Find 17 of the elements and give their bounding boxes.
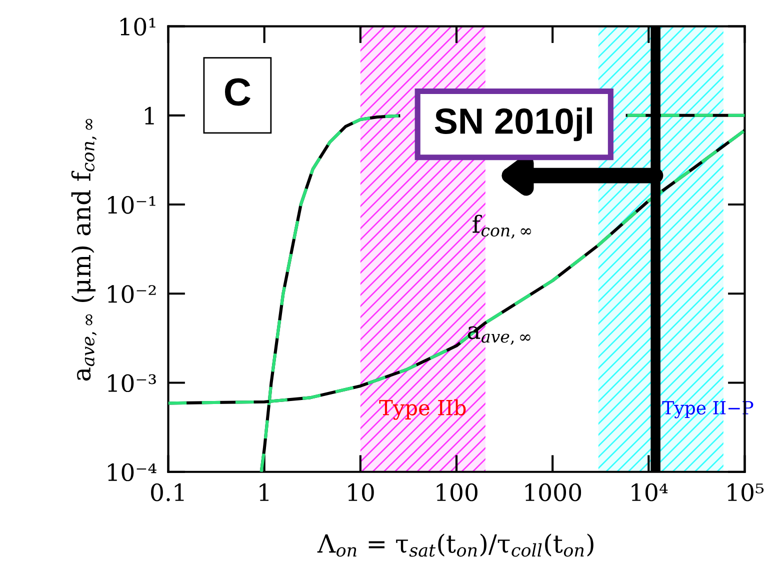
y-tick-label: 10⁻² (108, 285, 156, 303)
x-tick-label: 1000 (525, 483, 582, 502)
annotation: SN 2010jl (434, 107, 592, 142)
x-tick-label: 1 (260, 483, 268, 501)
text: Λ$_{on}$ = τ$_{sat}$(t$_{on}$)/τ$_{coll}$(t$_{on}$) (317, 534, 594, 557)
y-tick-label: 10¹ (120, 18, 156, 36)
y-tick-label: 10⁻³ (108, 374, 156, 392)
y-tick-label: 10⁻⁴ (108, 463, 156, 482)
y-axis-title: a$_{ave,∞}$ (μm) and f$_{con,∞}$ (71, 118, 97, 381)
x-tick-label: 100 (436, 483, 478, 502)
y-tick-label: 1 (145, 106, 154, 124)
x-tick-label: 10⁵ (728, 483, 764, 502)
x-tick-label: 10 (348, 483, 374, 502)
x-tick-label: 0.1 (151, 483, 184, 502)
annotation: C (224, 78, 250, 106)
y-tick-label: 10⁻¹ (108, 196, 156, 214)
x-tick-label: 10⁴ (632, 483, 668, 502)
